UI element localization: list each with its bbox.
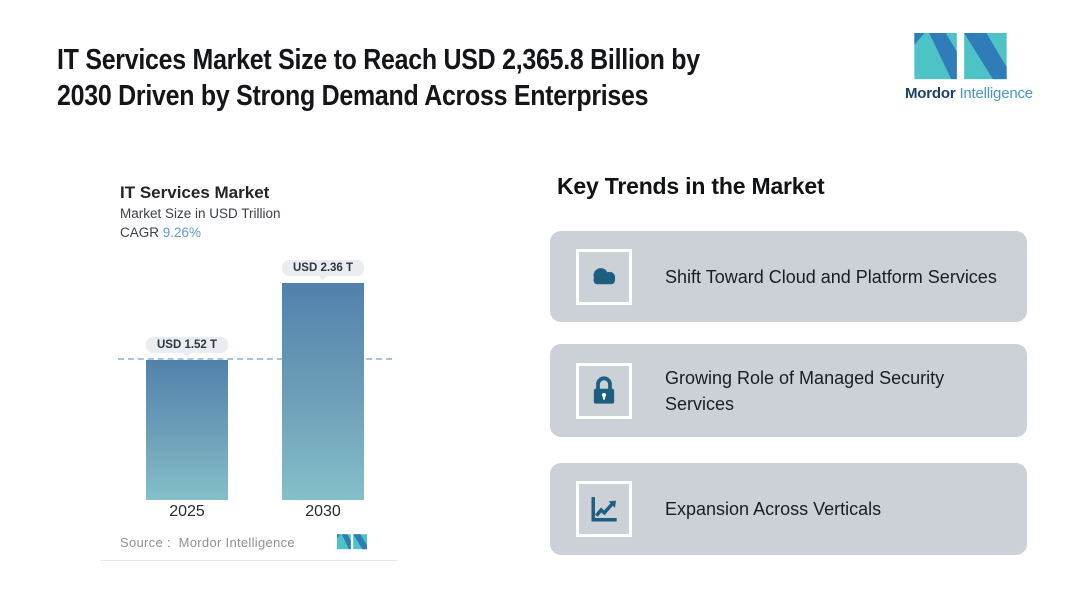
page-title-line1: IT Services Market Size to Reach USD 2,3… — [57, 44, 700, 76]
trend-card-text: Shift Toward Cloud and Platform Services — [665, 266, 997, 287]
trend-card-text: Expansion Across Verticals — [665, 499, 882, 519]
trends-heading: Key Trends in the Market — [557, 173, 825, 199]
trend-card-verticals: Expansion Across Verticals — [550, 463, 1027, 555]
x-axis-label-2025: 2025 — [169, 503, 205, 520]
trend-card-cloud: Shift Toward Cloud and Platform Services — [550, 231, 1027, 322]
cagr-label: CAGR — [120, 225, 163, 240]
brand-name-bold: Mordor — [905, 85, 956, 102]
bar-group-2025: USD 1.52 T — [145, 337, 229, 500]
lock-icon — [576, 362, 632, 419]
bar-value-badge-2025: USD 1.52 T — [145, 337, 229, 357]
bar-2025 — [146, 360, 228, 500]
brand-name: Mordor Intelligence — [905, 85, 1033, 102]
chart-cagr: CAGR 9.26% — [120, 225, 201, 240]
trend-card-text: Growing Role of Managed Security Service… — [665, 367, 945, 414]
mordor-mini-logo-icon — [337, 534, 367, 555]
chart-source: Source : Mordor Intelligence — [120, 535, 295, 550]
chart-subtitle: Market Size in USD Trillion — [120, 206, 281, 221]
chart-bottom-divider — [100, 560, 397, 561]
bar-value-badge-2030: USD 2.36 T — [281, 260, 365, 280]
brand-logo: Mordor Intelligence — [905, 33, 1033, 102]
page-title-line2: 2030 Driven by Strong Demand Across Ente… — [57, 80, 649, 112]
bar-group-2030: USD 2.36 T — [281, 260, 365, 500]
bar-2030 — [282, 283, 364, 500]
cloud-icon — [576, 248, 632, 305]
trend-card-security: Growing Role of Managed Security Service… — [550, 344, 1027, 437]
baseline-dashed — [118, 358, 392, 360]
brand-name-light: Intelligence — [959, 85, 1033, 102]
cagr-value: 9.26% — [162, 225, 202, 240]
page-title: IT Services Market Size to Reach USD 2,3… — [57, 42, 857, 114]
x-axis-label-2030: 2030 — [305, 503, 341, 520]
mordor-logo-icon — [913, 33, 1007, 80]
chart-title: IT Services Market — [120, 183, 270, 202]
trend-chart-icon — [576, 481, 632, 537]
